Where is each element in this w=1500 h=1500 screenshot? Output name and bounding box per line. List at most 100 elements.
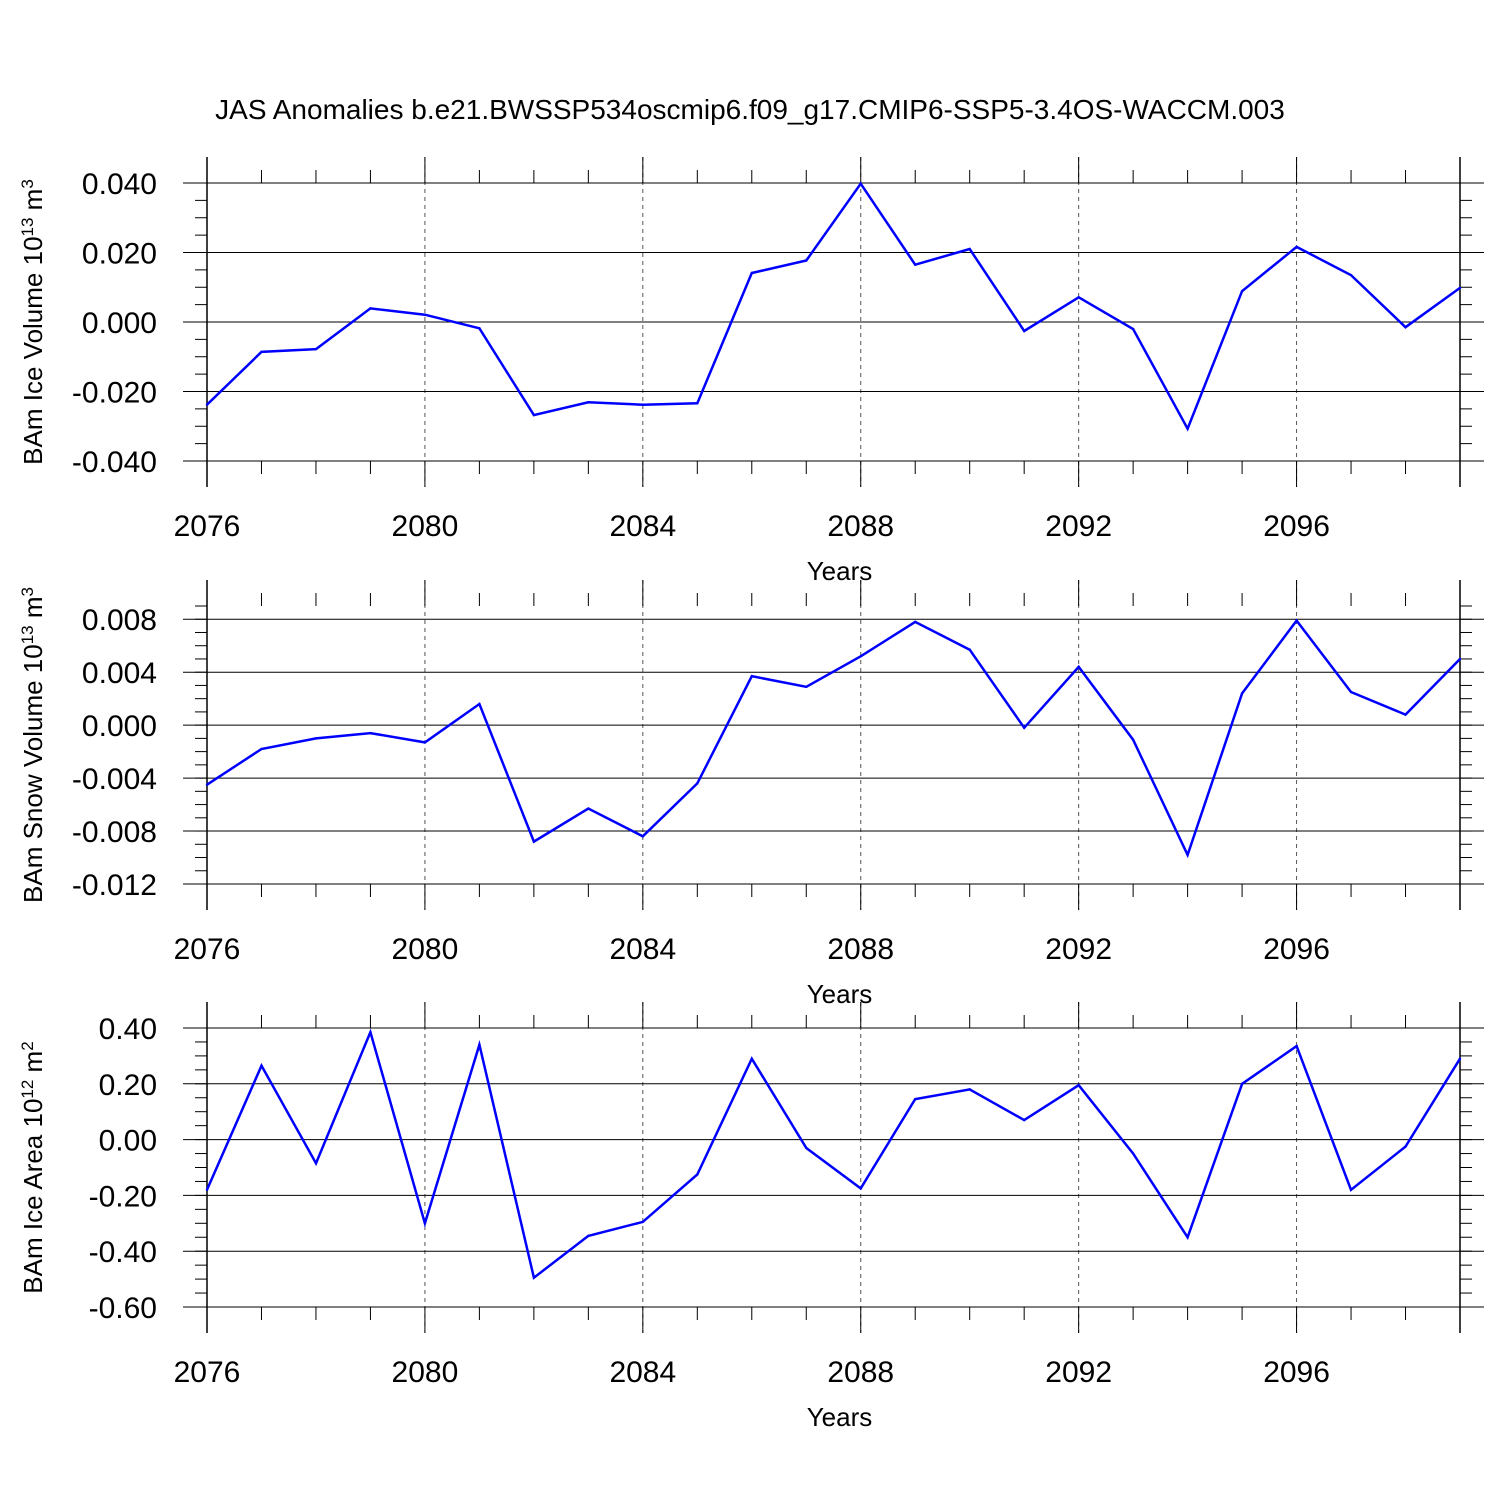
x-tick-label: 2092 — [1045, 510, 1112, 543]
data-point — [914, 263, 917, 266]
data-point — [423, 741, 427, 744]
data-point — [750, 1057, 753, 1060]
data-point — [750, 271, 753, 275]
data-point — [532, 413, 536, 417]
data-point — [641, 835, 645, 838]
data-point — [1131, 738, 1135, 741]
x-tick-label: 2088 — [827, 1356, 894, 1389]
data-point — [1077, 296, 1080, 299]
data-point — [968, 648, 971, 651]
y-tick-label: -0.008 — [72, 816, 157, 849]
data-point — [260, 350, 263, 354]
data-point — [1404, 1145, 1407, 1148]
data-point — [1131, 327, 1135, 331]
x-tick-label: 2096 — [1263, 510, 1330, 543]
x-tick-label: 2088 — [827, 510, 894, 543]
chart-panels: -0.040 -0.020 0.000 0.020 0.040 2076 2080 2084 2… — [18, 157, 1484, 1432]
y-axis-title-part: BAm Ice Area 10 — [18, 1099, 48, 1294]
data-point — [1295, 1044, 1298, 1048]
data-point — [805, 685, 808, 688]
y-axis-title-superscript: 2 — [18, 1041, 37, 1050]
data-point — [1022, 1118, 1026, 1122]
y-axis-title-part: m — [18, 189, 48, 218]
x-tick-label: 2076 — [174, 510, 241, 543]
chart-panel-3: -0.60 -0.40 -0.20 0.00 0.20 0.40 2076 2080 2084 2… — [18, 1002, 1484, 1432]
data-point — [1022, 726, 1026, 729]
data-point — [1349, 1188, 1353, 1192]
y-axis-title-part: BAm Ice Volume 10 — [18, 236, 48, 464]
y-axis-title-part: BAm Snow Volume 10 — [18, 644, 48, 903]
data-point — [1295, 245, 1298, 249]
data-point — [1458, 1057, 1462, 1060]
data-point — [423, 1222, 427, 1225]
y-tick-label: -0.40 — [89, 1236, 157, 1269]
data-point — [314, 347, 318, 351]
data-point — [1240, 289, 1244, 293]
x-tick-label: 2084 — [609, 933, 676, 966]
data-point — [859, 655, 862, 658]
data-point — [478, 1043, 481, 1046]
x-tick-label: 2096 — [1263, 1356, 1330, 1389]
y-axis-title-superscript: 3 — [18, 179, 37, 188]
y-tick-label: -0.012 — [72, 869, 157, 902]
x-tick-label: 2080 — [392, 933, 459, 966]
series-line — [205, 1028, 1462, 1280]
x-tick-label: 2092 — [1045, 933, 1112, 966]
y-tick-label: 0.40 — [99, 1013, 157, 1046]
data-point — [1404, 713, 1407, 716]
y-axis-title: BAm Snow Volume 1013 m3 — [18, 587, 49, 903]
data-point — [641, 403, 645, 406]
data-point — [205, 783, 209, 786]
y-axis-title-superscript: 13 — [18, 625, 37, 644]
data-point — [859, 1187, 862, 1190]
data-point — [1349, 273, 1353, 277]
y-tick-label: 0.000 — [82, 307, 157, 340]
data-point — [587, 401, 590, 404]
x-tick-label: 2076 — [174, 933, 241, 966]
data-point — [205, 403, 209, 406]
data-point — [260, 747, 263, 751]
x-tick-label: 2092 — [1045, 1356, 1112, 1389]
data-point — [1240, 692, 1244, 695]
y-tick-label: -0.004 — [72, 763, 157, 796]
data-point — [1458, 657, 1462, 661]
data-point — [1349, 690, 1353, 694]
data-point — [1077, 665, 1080, 669]
data-point — [369, 731, 372, 735]
y-tick-label: 0.004 — [82, 657, 157, 690]
data-point — [914, 620, 917, 624]
y-axis-title-part: m — [18, 596, 48, 625]
data-point — [369, 1030, 372, 1034]
x-axis-title: Years — [807, 979, 873, 1009]
y-tick-label: -0.60 — [89, 1292, 157, 1325]
x-axis-title: Years — [807, 556, 873, 586]
x-tick-label: 2076 — [174, 1356, 241, 1389]
data-point — [369, 307, 372, 310]
data-point — [478, 327, 481, 330]
data-point — [1295, 619, 1298, 622]
data-point — [968, 1088, 971, 1091]
data-point — [1077, 1083, 1080, 1087]
x-tick-label: 2084 — [609, 1356, 676, 1389]
data-point — [478, 702, 481, 706]
data-point — [1186, 1236, 1189, 1239]
chart-panel-1: -0.040 -0.020 0.000 0.020 0.040 2076 2080 2084 2… — [18, 157, 1484, 586]
y-tick-label: -0.20 — [89, 1180, 157, 1213]
y-axis-title-superscript: 12 — [18, 1080, 37, 1099]
x-tick-label: 2084 — [609, 510, 676, 543]
data-point — [641, 1220, 645, 1224]
x-axis-title: Years — [807, 1402, 873, 1432]
x-tick-label: 2096 — [1263, 933, 1330, 966]
data-point — [696, 1173, 699, 1176]
x-tick-label: 2080 — [392, 1356, 459, 1389]
data-point — [1458, 286, 1462, 290]
series-line — [206, 618, 1461, 859]
chart-panel-2: -0.012 -0.008 -0.004 0.000 0.004 0.008 2076 208… — [18, 580, 1484, 1009]
figure-title: JAS Anomalies b.e21.BWSSP534oscmip6.f09_… — [215, 94, 1285, 125]
y-axis-title: BAm Ice Volume 1013 m3 — [18, 179, 49, 465]
y-tick-label: -0.020 — [72, 377, 157, 410]
data-point — [587, 1234, 590, 1238]
data-point — [696, 782, 699, 785]
data-point — [1131, 1152, 1135, 1155]
y-tick-label: -0.040 — [72, 446, 157, 479]
